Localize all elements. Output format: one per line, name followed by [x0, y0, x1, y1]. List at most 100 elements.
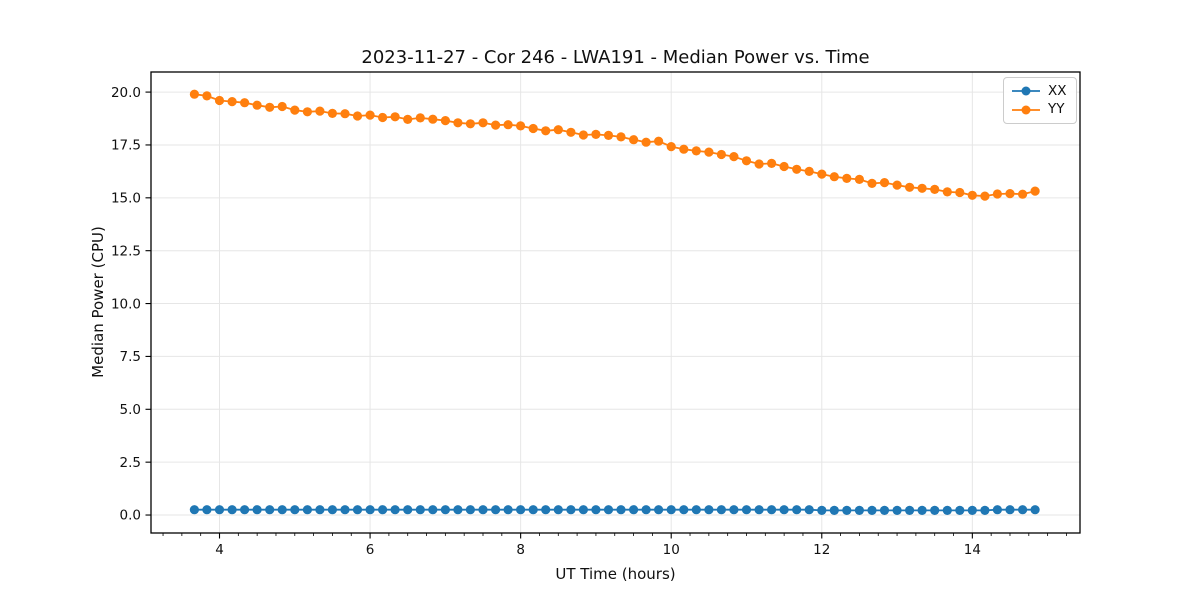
data-point-xx [453, 505, 463, 515]
data-point-yy [967, 190, 977, 200]
data-point-xx [290, 505, 300, 515]
data-point-xx [491, 505, 501, 515]
data-point-xx [741, 505, 752, 515]
data-point-xx [892, 505, 902, 515]
data-point-yy [917, 183, 927, 193]
data-point-xx [578, 505, 589, 515]
data-point-yy [704, 147, 714, 157]
data-point-xx [654, 505, 664, 515]
data-point-xx [1018, 505, 1028, 515]
y-tick-labels: 0.0 2.5 5.0 7.5 10.0 12.5 15.0 17.5 20.0 [111, 85, 141, 524]
data-point-yy [302, 107, 312, 117]
data-point-yy [491, 120, 501, 130]
data-point-xx [541, 505, 551, 515]
data-point-xx [905, 505, 915, 515]
data-point-yy [214, 95, 225, 106]
svg-text:4: 4 [215, 542, 224, 558]
data-point-yy [240, 98, 250, 108]
svg-text:12.5: 12.5 [111, 243, 141, 259]
data-point-xx [227, 505, 237, 515]
data-point-yy [629, 135, 639, 145]
data-point-yy [741, 156, 752, 166]
data-point-xx [428, 505, 438, 515]
svg-text:10: 10 [663, 542, 680, 558]
legend-label-yy: YY [1048, 100, 1065, 117]
x-axis-label: UT Time (hours) [555, 565, 676, 583]
data-point-yy [252, 100, 262, 110]
x-tick-labels: 4 6 8 10 12 14 [215, 542, 981, 558]
data-point-xx [1005, 505, 1015, 515]
series-yy [189, 89, 1040, 201]
data-point-yy [227, 97, 237, 107]
data-point-yy [817, 169, 827, 179]
data-point-yy [365, 110, 375, 120]
data-point-xx [666, 505, 676, 515]
data-point-xx [365, 505, 375, 515]
svg-text:12: 12 [813, 542, 830, 558]
data-point-xx [942, 505, 952, 515]
data-point-yy [792, 164, 802, 174]
data-point-xx [879, 505, 890, 515]
data-point-xx [729, 505, 739, 515]
data-point-yy [541, 126, 551, 136]
data-point-yy [553, 125, 563, 135]
data-point-xx [315, 505, 325, 515]
data-point-xx [528, 505, 538, 515]
data-point-yy [340, 109, 350, 119]
data-point-xx [591, 505, 601, 515]
data-point-xx [716, 505, 727, 515]
data-point-yy [842, 173, 852, 183]
legend: XX YY [1003, 77, 1077, 124]
svg-text:14: 14 [964, 542, 981, 558]
svg-text:15.0: 15.0 [111, 191, 141, 207]
data-point-xx [817, 505, 827, 515]
data-point-xx [867, 505, 877, 515]
data-point-xx [277, 505, 287, 515]
data-point-xx [478, 505, 488, 515]
gridlines [151, 72, 1080, 533]
tick-marks [145, 91, 1067, 539]
data-point-yy [315, 106, 325, 116]
data-point-xx [516, 505, 526, 515]
axes-frame [150, 71, 1081, 534]
data-point-xx [629, 505, 639, 515]
data-point-yy [767, 158, 777, 168]
data-point-yy [202, 91, 212, 101]
data-point-yy [566, 127, 576, 137]
svg-text:5.0: 5.0 [120, 402, 141, 418]
chart-title: 2023-11-27 - Cor 246 - LWA191 - Median P… [361, 47, 870, 68]
data-point-yy [1018, 189, 1028, 199]
data-point-yy [453, 118, 463, 128]
data-point-yy [754, 159, 764, 169]
data-point-yy [1005, 189, 1015, 199]
data-point-xx [955, 505, 965, 515]
data-point-yy [403, 114, 413, 124]
data-point-yy [616, 132, 626, 142]
legend-item-xx: XX [1011, 84, 1069, 99]
data-point-xx [1030, 505, 1040, 515]
data-point-yy [1030, 186, 1040, 196]
data-point-yy [265, 102, 275, 112]
data-point-xx [566, 505, 576, 515]
data-point-xx [378, 505, 388, 515]
svg-text:6: 6 [366, 542, 375, 558]
data-point-yy [641, 137, 651, 147]
data-point-xx [679, 505, 689, 515]
data-point-xx [603, 505, 614, 515]
data-point-xx [992, 505, 1003, 515]
data-point-xx [503, 505, 513, 515]
data-point-yy [428, 114, 438, 124]
data-point-xx [202, 505, 212, 515]
data-point-xx [616, 505, 626, 515]
data-point-xx [403, 505, 413, 515]
data-point-xx [214, 505, 225, 515]
data-point-yy [352, 111, 363, 121]
series-xx [189, 505, 1040, 515]
data-point-yy [415, 113, 425, 123]
data-point-xx [691, 505, 701, 515]
data-point-yy [503, 120, 513, 130]
data-point-yy [992, 189, 1003, 199]
data-point-yy [905, 182, 915, 192]
data-point-yy [516, 121, 526, 131]
